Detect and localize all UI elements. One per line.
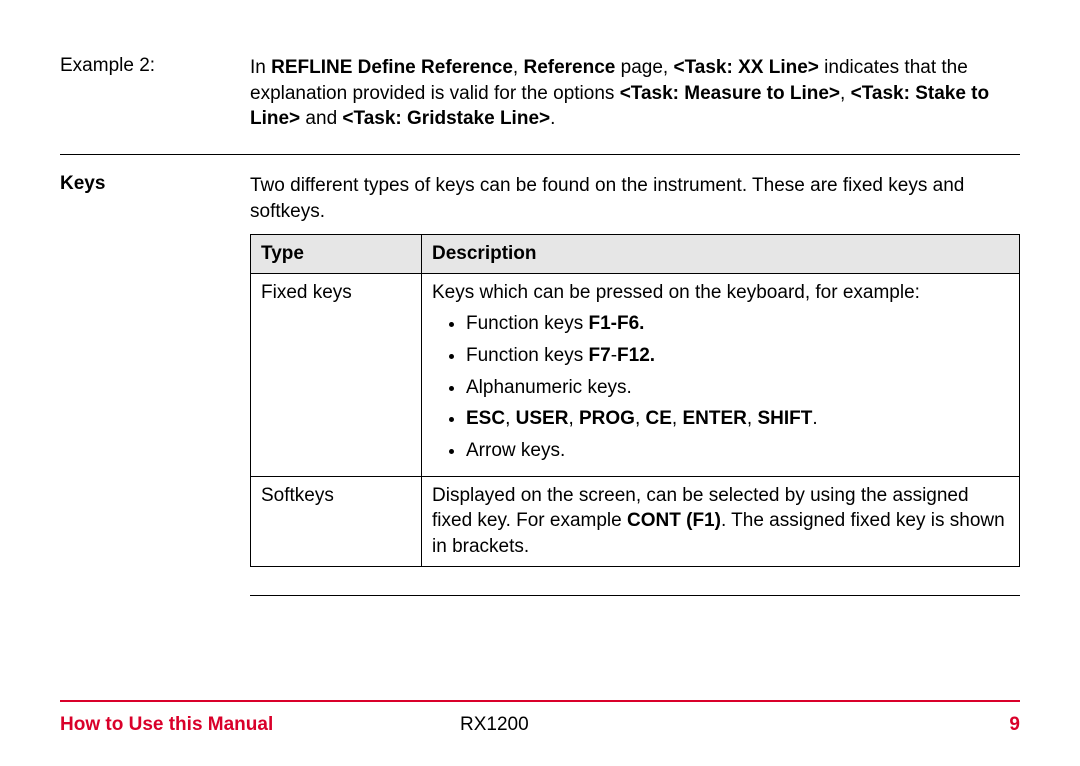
- text: page,: [615, 57, 673, 78]
- cell-description: Displayed on the screen, can be selected…: [422, 476, 1020, 566]
- text-bold: F12.: [617, 345, 655, 366]
- keys-table: Type Description Fixed keys Keys which c…: [250, 234, 1020, 566]
- page: Example 2: In REFLINE Define Reference, …: [0, 0, 1080, 766]
- th-description: Description: [422, 235, 1020, 274]
- text: ,: [568, 408, 579, 429]
- text: and: [300, 108, 342, 129]
- text-bold: CONT (F1): [627, 510, 721, 531]
- text: ,: [513, 57, 524, 78]
- example-label: Example 2:: [60, 55, 250, 77]
- list-item: Function keys F7-F12.: [466, 343, 1009, 369]
- page-footer: How to Use this Manual RX1200 9: [60, 714, 1020, 736]
- section-rule: [60, 154, 250, 155]
- cell-type: Softkeys: [251, 476, 422, 566]
- text-bold: ESC: [466, 408, 505, 429]
- cell-type: Fixed keys: [251, 273, 422, 476]
- footer-rule: [60, 700, 1020, 702]
- text: ,: [635, 408, 646, 429]
- text-bold: REFLINE Define Reference: [271, 57, 513, 78]
- list-item: Alphanumeric keys.: [466, 375, 1009, 401]
- text-bold: USER: [516, 408, 569, 429]
- text-bold: F1-F6.: [589, 313, 645, 334]
- fixed-keys-list: Function keys F1-F6. Function keys F7-F1…: [432, 311, 1009, 463]
- keys-heading: Keys: [60, 173, 105, 194]
- footer-model: RX1200: [460, 714, 1020, 736]
- keys-body-col: Two different types of keys can be found…: [250, 132, 1020, 596]
- list-item: ESC, USER, PROG, CE, ENTER, SHIFT.: [466, 406, 1009, 432]
- footer-section-title: How to Use this Manual: [60, 714, 273, 736]
- list-item: Function keys F1-F6.: [466, 311, 1009, 337]
- text-bold: SHIFT: [757, 408, 812, 429]
- section-rule: [250, 154, 1020, 155]
- text: Function keys: [466, 313, 589, 334]
- th-type: Type: [251, 235, 422, 274]
- table-row: Softkeys Displayed on the screen, can be…: [251, 476, 1020, 566]
- table-header-row: Type Description: [251, 235, 1020, 274]
- table-row: Fixed keys Keys which can be pressed on …: [251, 273, 1020, 476]
- keys-section: Keys Two different types of keys can be …: [60, 132, 1020, 596]
- text: ,: [505, 408, 516, 429]
- list-item: Arrow keys.: [466, 438, 1009, 464]
- text-bold: CE: [646, 408, 672, 429]
- text-bold: PROG: [579, 408, 635, 429]
- section-rule-bottom: [250, 595, 1020, 596]
- text: .: [812, 408, 817, 429]
- example-block: Example 2: In REFLINE Define Reference, …: [60, 55, 1020, 132]
- text: ,: [747, 408, 758, 429]
- text: Function keys: [466, 345, 589, 366]
- text-bold: F7: [589, 345, 611, 366]
- example-body: In REFLINE Define Reference, Reference p…: [250, 55, 1020, 132]
- cell-description: Keys which can be pressed on the keyboar…: [422, 273, 1020, 476]
- text: ,: [672, 408, 683, 429]
- text: .: [550, 108, 555, 129]
- text: In: [250, 57, 271, 78]
- text: Keys which can be pressed on the keyboar…: [432, 280, 1009, 306]
- text-bold: ENTER: [682, 408, 746, 429]
- text-bold: Reference: [523, 57, 615, 78]
- keys-label-col: Keys: [60, 132, 250, 195]
- text-bold: <Task: XX Line>: [673, 57, 818, 78]
- page-content: Example 2: In REFLINE Define Reference, …: [0, 0, 1080, 596]
- text: ,: [840, 83, 851, 104]
- keys-intro: Two different types of keys can be found…: [250, 173, 1020, 224]
- text-bold: <Task: Measure to Line>: [620, 83, 840, 104]
- text-bold: <Task: Gridstake Line>: [342, 108, 550, 129]
